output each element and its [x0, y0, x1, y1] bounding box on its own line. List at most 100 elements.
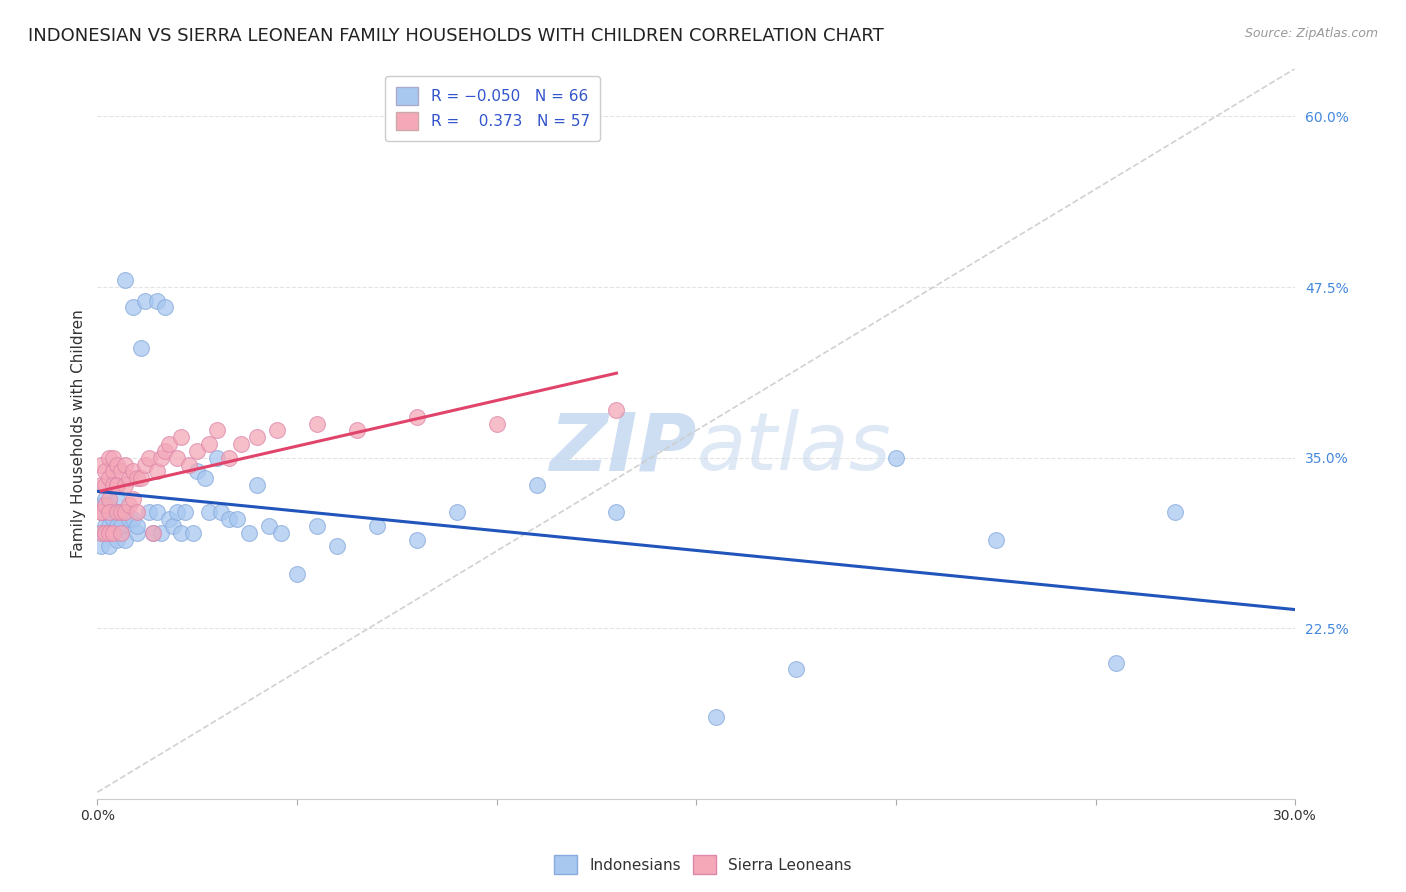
- Sierra Leoneans: [170, 430, 193, 444]
- Indonesians: [122, 301, 145, 315]
- Sierra Leoneans: [105, 478, 128, 492]
- Indonesians: [526, 478, 548, 492]
- Indonesians: [238, 525, 260, 540]
- Sierra Leoneans: [186, 443, 208, 458]
- Sierra Leoneans: [114, 505, 136, 519]
- Indonesians: [155, 301, 177, 315]
- Sierra Leoneans: [105, 478, 128, 492]
- Indonesians: [198, 505, 221, 519]
- Indonesians: [205, 450, 228, 465]
- Indonesians: [105, 491, 128, 506]
- Sierra Leoneans: [405, 409, 427, 424]
- Indonesians: [984, 533, 1007, 547]
- Indonesians: [90, 499, 112, 513]
- Sierra Leoneans: [229, 437, 252, 451]
- Sierra Leoneans: [114, 458, 136, 472]
- Sierra Leoneans: [122, 491, 145, 506]
- Sierra Leoneans: [94, 499, 117, 513]
- Indonesians: [98, 519, 121, 533]
- Indonesians: [114, 505, 136, 519]
- Sierra Leoneans: [110, 505, 132, 519]
- Indonesians: [146, 505, 169, 519]
- Sierra Leoneans: [110, 525, 132, 540]
- Sierra Leoneans: [110, 464, 132, 478]
- Indonesians: [446, 505, 468, 519]
- Sierra Leoneans: [98, 471, 121, 485]
- Sierra Leoneans: [155, 443, 177, 458]
- Indonesians: [150, 525, 173, 540]
- Sierra Leoneans: [90, 525, 112, 540]
- Indonesians: [114, 273, 136, 287]
- Indonesians: [326, 540, 349, 554]
- Indonesians: [257, 519, 280, 533]
- Sierra Leoneans: [90, 505, 112, 519]
- Sierra Leoneans: [129, 471, 152, 485]
- Indonesians: [785, 662, 807, 676]
- Indonesians: [103, 505, 125, 519]
- Text: Source: ZipAtlas.com: Source: ZipAtlas.com: [1244, 27, 1378, 40]
- Indonesians: [103, 512, 125, 526]
- Sierra Leoneans: [166, 450, 188, 465]
- Indonesians: [226, 512, 249, 526]
- Indonesians: [142, 525, 165, 540]
- Indonesians: [103, 525, 125, 540]
- Sierra Leoneans: [105, 505, 128, 519]
- Indonesians: [127, 525, 149, 540]
- Sierra Leoneans: [179, 458, 201, 472]
- Indonesians: [122, 512, 145, 526]
- Sierra Leoneans: [266, 423, 288, 437]
- Legend: Indonesians, Sierra Leoneans: Indonesians, Sierra Leoneans: [548, 849, 858, 880]
- Indonesians: [194, 471, 217, 485]
- Indonesians: [105, 533, 128, 547]
- Indonesians: [170, 525, 193, 540]
- Indonesians: [146, 293, 169, 308]
- Indonesians: [90, 525, 112, 540]
- Sierra Leoneans: [94, 478, 117, 492]
- Text: ZIP: ZIP: [548, 409, 696, 487]
- Sierra Leoneans: [122, 464, 145, 478]
- Sierra Leoneans: [218, 450, 240, 465]
- Indonesians: [174, 505, 197, 519]
- Sierra Leoneans: [103, 525, 125, 540]
- Indonesians: [218, 512, 240, 526]
- Sierra Leoneans: [246, 430, 269, 444]
- Indonesians: [98, 540, 121, 554]
- Indonesians: [181, 525, 204, 540]
- Indonesians: [405, 533, 427, 547]
- Sierra Leoneans: [105, 458, 128, 472]
- Sierra Leoneans: [98, 491, 121, 506]
- Sierra Leoneans: [157, 437, 180, 451]
- Indonesians: [246, 478, 269, 492]
- Sierra Leoneans: [198, 437, 221, 451]
- Indonesians: [1104, 656, 1126, 670]
- Legend: R = −0.050   N = 66, R =    0.373   N = 57: R = −0.050 N = 66, R = 0.373 N = 57: [385, 76, 600, 141]
- Indonesians: [605, 505, 627, 519]
- Sierra Leoneans: [90, 458, 112, 472]
- Sierra Leoneans: [114, 478, 136, 492]
- Indonesians: [704, 710, 727, 724]
- Sierra Leoneans: [205, 423, 228, 437]
- Sierra Leoneans: [346, 423, 368, 437]
- Sierra Leoneans: [94, 525, 117, 540]
- Text: INDONESIAN VS SIERRA LEONEAN FAMILY HOUSEHOLDS WITH CHILDREN CORRELATION CHART: INDONESIAN VS SIERRA LEONEAN FAMILY HOUS…: [28, 27, 884, 45]
- Sierra Leoneans: [103, 464, 125, 478]
- Sierra Leoneans: [605, 403, 627, 417]
- Sierra Leoneans: [134, 458, 156, 472]
- Indonesians: [94, 519, 117, 533]
- Sierra Leoneans: [146, 464, 169, 478]
- Indonesians: [94, 505, 117, 519]
- Indonesians: [110, 525, 132, 540]
- Indonesians: [285, 566, 308, 581]
- Indonesians: [270, 525, 292, 540]
- Indonesians: [1164, 505, 1187, 519]
- Sierra Leoneans: [150, 450, 173, 465]
- Indonesians: [129, 342, 152, 356]
- Sierra Leoneans: [127, 471, 149, 485]
- Sierra Leoneans: [98, 505, 121, 519]
- Text: atlas: atlas: [696, 409, 891, 487]
- Sierra Leoneans: [118, 499, 141, 513]
- Indonesians: [305, 519, 328, 533]
- Sierra Leoneans: [103, 450, 125, 465]
- Sierra Leoneans: [305, 417, 328, 431]
- Indonesians: [884, 450, 907, 465]
